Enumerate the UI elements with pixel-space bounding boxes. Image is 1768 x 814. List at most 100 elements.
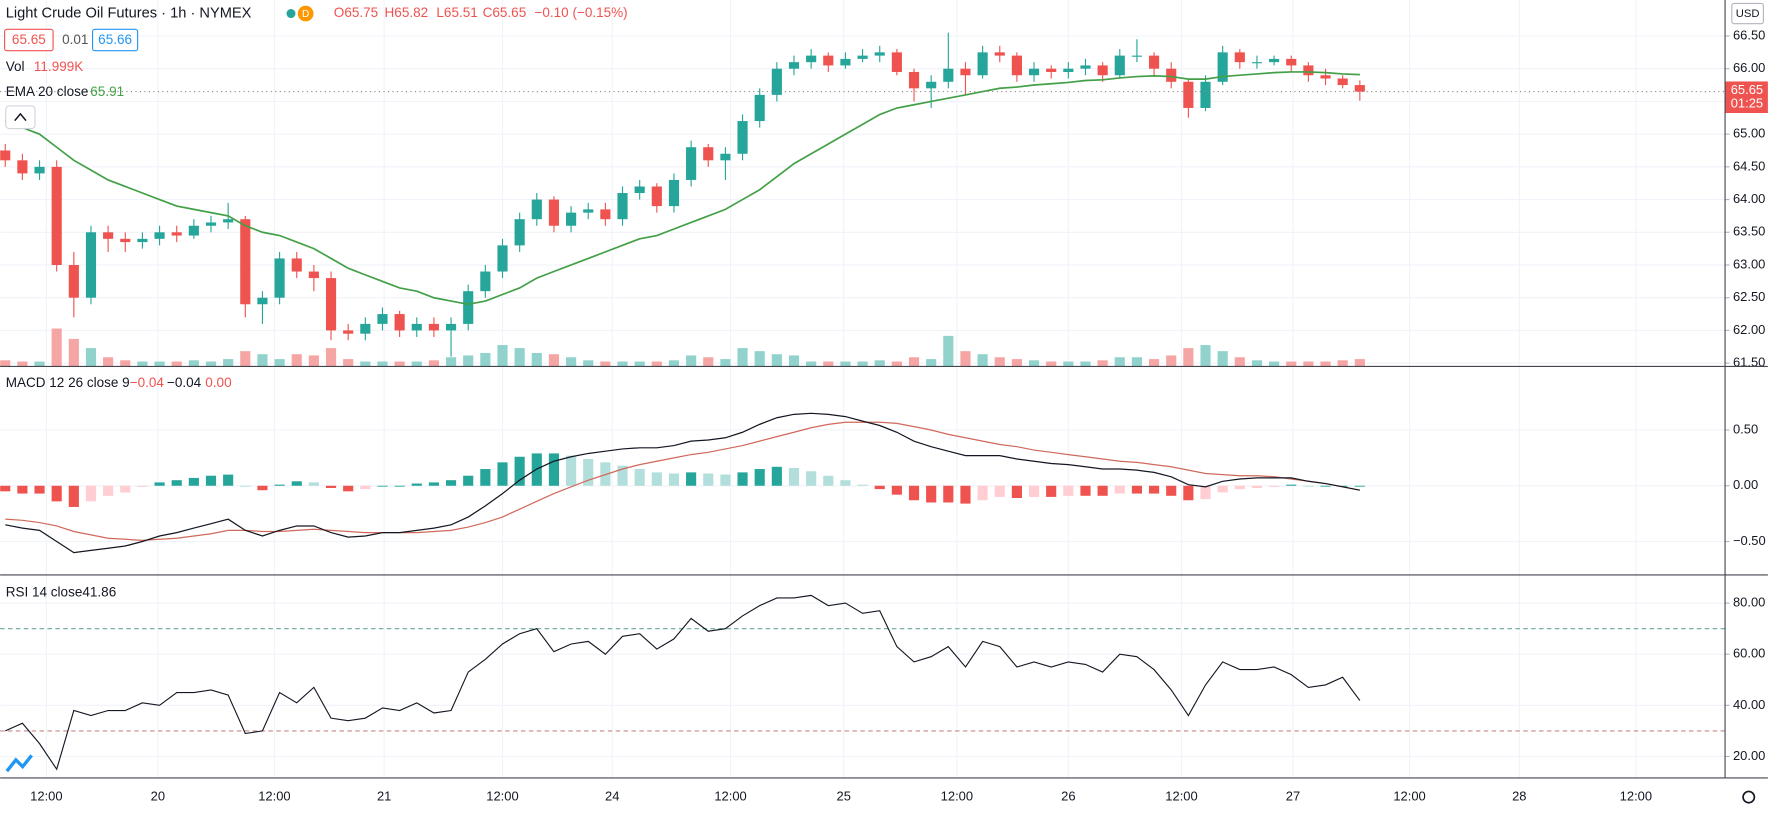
volume-bar — [445, 357, 457, 367]
candle-body — [428, 323, 439, 331]
candle-body — [240, 219, 251, 305]
volume-bar — [377, 361, 388, 367]
currency-box[interactable] — [1731, 2, 1764, 25]
volume-bar — [463, 355, 474, 367]
last-price-label: 65.65 — [1731, 82, 1763, 97]
volume-bar — [17, 361, 28, 367]
histogram-bar — [360, 485, 371, 490]
histogram-bar — [634, 469, 645, 486]
candle-body — [566, 212, 577, 226]
candle-body — [840, 58, 851, 66]
y-tick-label: −0.50 — [1733, 533, 1766, 548]
candle-body — [788, 62, 800, 69]
candle-body — [857, 55, 868, 59]
candle-body — [325, 278, 337, 331]
candle-body — [1200, 81, 1211, 108]
collapse-button[interactable] — [5, 105, 36, 130]
histogram-bar — [1148, 485, 1160, 494]
volume-bar — [926, 359, 937, 367]
volume-bar — [583, 360, 594, 367]
histogram-bar — [445, 480, 457, 486]
histogram-bar — [806, 471, 817, 486]
status-dot — [286, 9, 296, 19]
histogram-bar — [480, 469, 491, 486]
volume-bar — [1337, 360, 1348, 367]
volume-bar — [291, 354, 302, 367]
candle-body — [737, 121, 748, 154]
volume-bar — [651, 361, 662, 367]
volume-bar — [34, 361, 45, 367]
histogram-bar — [548, 453, 560, 486]
histogram-bar — [291, 481, 302, 486]
volume-bar — [1166, 355, 1177, 367]
macd-legend-value: −0.04 — [130, 375, 165, 390]
volume-bar — [703, 357, 714, 367]
candle-body — [1046, 68, 1057, 72]
y-tick-label: 40.00 — [1733, 697, 1765, 712]
volume-bar — [1011, 359, 1022, 367]
candle-body — [617, 193, 628, 220]
x-tick-label: 21 — [377, 789, 391, 804]
volume-bar — [943, 335, 954, 367]
x-tick-label: 24 — [605, 789, 619, 804]
ohlc-change: −0.10 (−0.15%) — [534, 5, 627, 20]
x-tick-label: 28 — [1512, 789, 1526, 804]
ask: 65.66 — [98, 32, 132, 47]
volume-bar — [994, 357, 1005, 367]
histogram-bar — [85, 485, 97, 502]
candle-body — [943, 68, 954, 82]
histogram-bar — [377, 485, 388, 487]
histogram-bar — [1046, 485, 1057, 497]
volume-bar — [908, 357, 920, 367]
histogram-bar — [514, 456, 525, 486]
histogram-bar — [1217, 485, 1228, 493]
candle-body — [1286, 58, 1297, 66]
histogram-bar — [617, 465, 628, 486]
y-tick-label: 0.00 — [1733, 477, 1758, 492]
histogram-bar — [1286, 484, 1297, 486]
x-tick-label: 12:00 — [258, 789, 290, 804]
volume-bar — [1320, 361, 1331, 367]
candle-body — [1028, 68, 1040, 76]
volume-bar — [840, 361, 851, 367]
y-tick-label: 64.50 — [1733, 158, 1765, 173]
histogram-bar — [651, 472, 662, 486]
histogram-bar — [394, 485, 405, 487]
histogram-bar — [497, 462, 508, 486]
ohlc-close: C65.65 — [483, 5, 527, 20]
volume-bar — [1097, 360, 1108, 367]
volume-bar — [600, 361, 611, 367]
candle-body — [1303, 65, 1314, 76]
candle-body — [514, 219, 525, 246]
candle-body — [85, 232, 97, 298]
volume-bar — [531, 352, 542, 367]
volume-bar — [1028, 360, 1040, 367]
candle-body — [600, 209, 611, 220]
candle-body — [874, 52, 885, 56]
volume-bar — [737, 348, 748, 367]
histogram-bar — [1063, 485, 1074, 496]
ema-value: 65.91 — [90, 84, 124, 99]
histogram-bar — [566, 455, 577, 486]
bid-box[interactable] — [4, 28, 54, 52]
macd-legend-value: 0.00 — [205, 375, 231, 390]
candle-body — [308, 271, 319, 279]
settings-icon[interactable] — [1742, 790, 1756, 804]
x-tick-label: 27 — [1286, 789, 1300, 804]
candle-body — [445, 323, 457, 331]
candle-body — [548, 199, 560, 226]
logo[interactable] — [5, 754, 33, 773]
volume-bar — [686, 355, 697, 367]
candle-body — [154, 232, 165, 239]
histogram-bar — [205, 475, 217, 486]
candle-body — [274, 258, 285, 298]
histogram-bar — [840, 480, 851, 486]
ask-box[interactable] — [91, 28, 139, 52]
x-tick-label: 12:00 — [941, 789, 973, 804]
candle-body — [771, 68, 782, 95]
volume-bar — [634, 361, 645, 367]
x-tick-label: 20 — [151, 789, 165, 804]
histogram-bar — [1269, 485, 1280, 487]
histogram-bar — [1303, 485, 1314, 487]
